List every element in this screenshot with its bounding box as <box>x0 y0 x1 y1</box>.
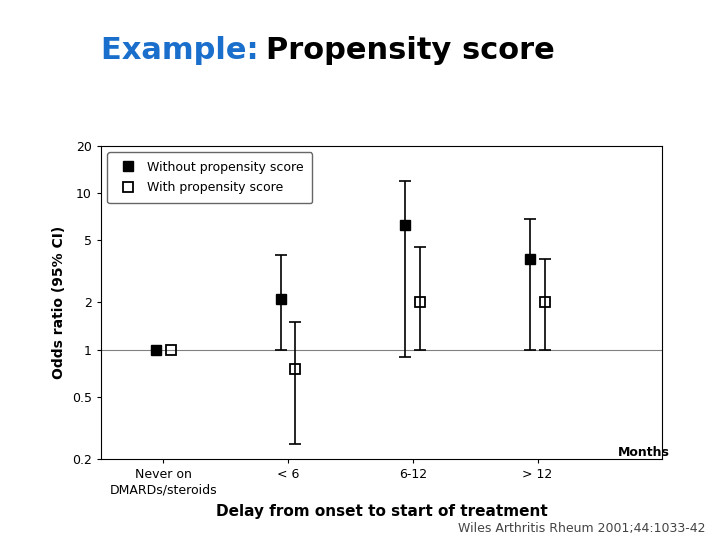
Text: Propensity score: Propensity score <box>266 36 554 65</box>
Text: Wiles Arthritis Rheum 2001;44:1033-42: Wiles Arthritis Rheum 2001;44:1033-42 <box>458 522 706 535</box>
Text: Example:: Example: <box>101 36 269 65</box>
Y-axis label: Odds ratio (95% CI): Odds ratio (95% CI) <box>53 226 66 379</box>
X-axis label: Delay from onset to start of treatment: Delay from onset to start of treatment <box>216 504 547 519</box>
Text: Months: Months <box>618 446 670 459</box>
Legend: Without propensity score, With propensity score: Without propensity score, With propensit… <box>107 152 312 203</box>
